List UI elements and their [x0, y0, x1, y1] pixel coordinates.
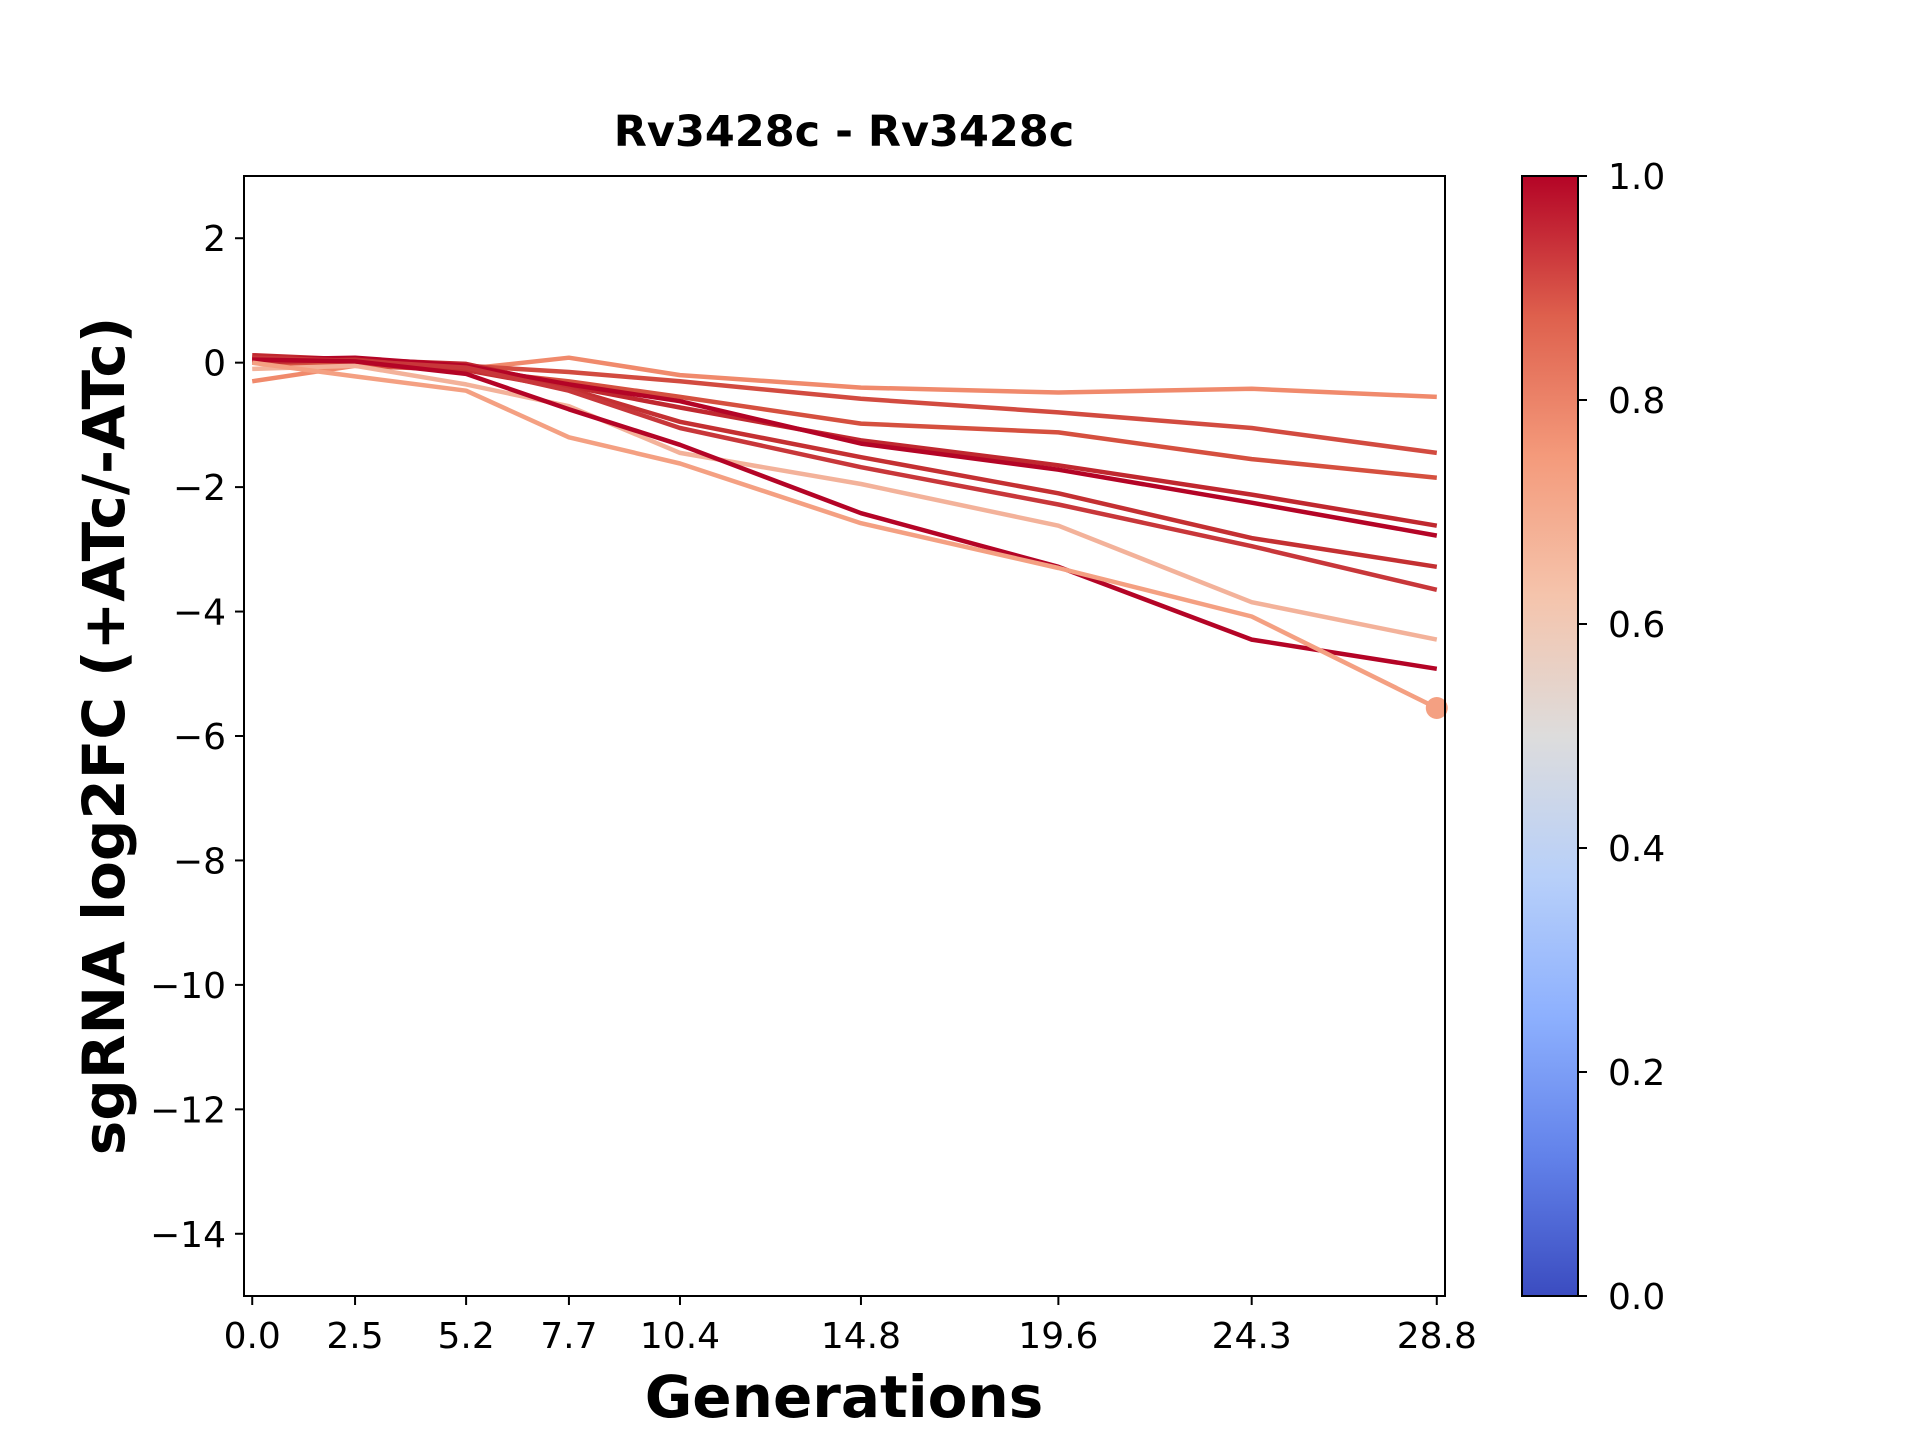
y-tick-label: −4 — [173, 593, 226, 634]
x-axis: 0.0 2.5 5.2 7.7 10.4 14.8 19.6 24.3 28.8 — [224, 1296, 1477, 1357]
colorbar: 0.0 0.2 0.4 0.6 0.8 1.0 — [1521, 157, 1665, 1318]
y-axis: 2 0 −2 −4 −6 −8 −10 −12 −14 — [150, 219, 244, 1256]
x-tick-label: 28.8 — [1397, 1316, 1477, 1357]
colorbar-tick-label: 1.0 — [1608, 157, 1665, 198]
y-tick-label: 0 — [203, 344, 226, 385]
y-tick-label: −12 — [150, 1090, 226, 1131]
colorbar-tick-label: 0.8 — [1608, 381, 1665, 422]
x-tick-label: 24.3 — [1212, 1316, 1292, 1357]
x-axis-label: Generations — [645, 1363, 1044, 1431]
colorbar-tick-label: 0.4 — [1608, 829, 1665, 870]
colorbar-tick-label: 0.2 — [1608, 1053, 1665, 1094]
plot-area — [251, 352, 1448, 719]
y-tick-label: −6 — [173, 717, 226, 758]
colorbar-tick-label: 0.0 — [1608, 1277, 1665, 1318]
x-tick-label: 10.4 — [640, 1316, 720, 1357]
chart-title: Rv3428c - Rv3428c — [614, 107, 1074, 157]
colorbar-tick-label: 0.6 — [1608, 605, 1665, 646]
series-line-8 — [252, 363, 1438, 642]
x-tick-label: 2.5 — [326, 1316, 383, 1357]
plot-frame — [243, 175, 1446, 1297]
x-tick-label: 0.0 — [224, 1316, 281, 1357]
x-tick-label: 7.7 — [540, 1316, 597, 1357]
x-tick-label: 14.8 — [821, 1316, 901, 1357]
series-line-7 — [252, 355, 1438, 592]
y-tick-label: −2 — [173, 468, 226, 509]
y-tick-label: 2 — [203, 219, 226, 260]
series-end-marker-10 — [1425, 697, 1448, 719]
series-line-9 — [252, 357, 1438, 672]
colorbar-gradient — [1521, 175, 1579, 1297]
x-tick-label: 5.2 — [437, 1316, 494, 1357]
y-axis-label: sgRNA log2FC (+ATc/-ATc) — [70, 317, 138, 1155]
x-tick-label: 19.6 — [1018, 1316, 1098, 1357]
series-line-10 — [251, 360, 1438, 711]
y-tick-label: −8 — [173, 841, 226, 882]
series-line-5 — [252, 355, 1438, 538]
y-tick-label: −14 — [150, 1215, 226, 1256]
y-tick-label: −10 — [150, 966, 226, 1007]
